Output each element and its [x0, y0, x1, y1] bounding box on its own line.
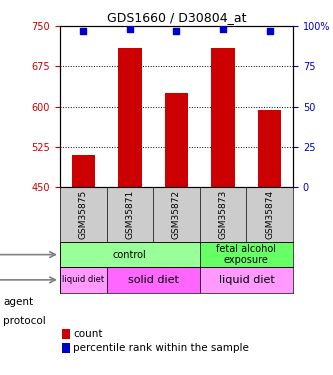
Bar: [118, 48, 142, 187]
Bar: [258, 110, 281, 187]
FancyBboxPatch shape: [60, 242, 200, 267]
Text: fetal alcohol
exposure: fetal alcohol exposure: [216, 244, 276, 266]
Point: [127, 27, 133, 33]
Text: GSM35871: GSM35871: [125, 190, 135, 239]
FancyBboxPatch shape: [200, 267, 293, 292]
Text: count: count: [73, 329, 103, 339]
Point: [174, 28, 179, 34]
Text: GSM35874: GSM35874: [265, 190, 274, 239]
Text: agent: agent: [3, 297, 33, 307]
FancyBboxPatch shape: [200, 242, 293, 267]
Text: GSM35873: GSM35873: [218, 190, 228, 239]
Text: liquid diet: liquid diet: [218, 275, 274, 285]
FancyBboxPatch shape: [107, 267, 200, 292]
Title: GDS1660 / D30804_at: GDS1660 / D30804_at: [107, 11, 246, 24]
FancyBboxPatch shape: [60, 267, 107, 292]
Text: percentile rank within the sample: percentile rank within the sample: [73, 343, 249, 353]
Bar: [165, 93, 188, 187]
Bar: [211, 48, 235, 187]
Text: solid diet: solid diet: [128, 275, 178, 285]
Text: GSM35872: GSM35872: [172, 190, 181, 239]
Text: liquid diet: liquid diet: [62, 275, 104, 284]
Point: [81, 28, 86, 34]
Point: [267, 28, 272, 34]
Text: protocol: protocol: [3, 316, 46, 326]
Text: control: control: [113, 250, 147, 259]
Text: GSM35875: GSM35875: [79, 190, 88, 239]
Bar: [72, 155, 95, 187]
Point: [220, 27, 226, 33]
